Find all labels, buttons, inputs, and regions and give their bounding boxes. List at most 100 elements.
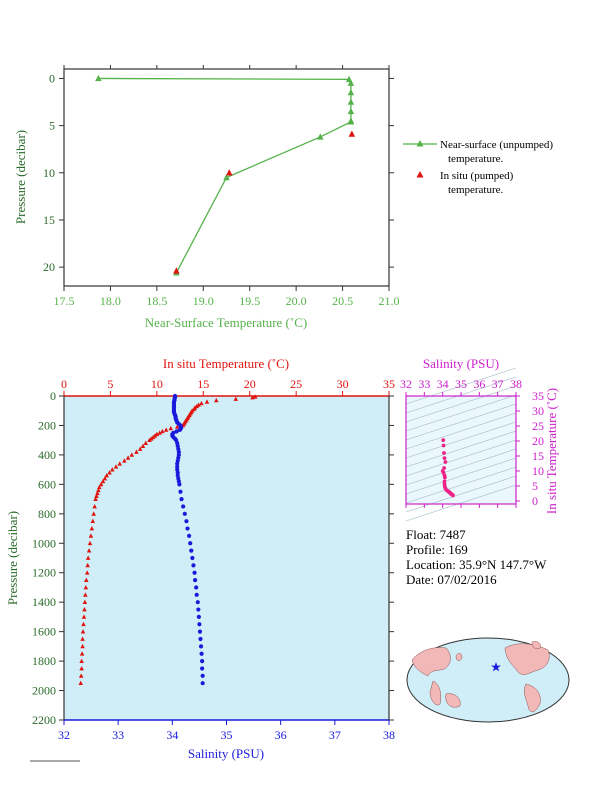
ts-series — [440, 438, 455, 498]
temperature-point — [250, 394, 255, 400]
temperature-point — [98, 481, 104, 487]
pressure-tick-label: 1400 — [32, 595, 56, 609]
ts-point — [441, 438, 446, 442]
top-xtick-label: 20.0 — [286, 294, 307, 308]
density-contour — [405, 475, 517, 513]
ts-point — [442, 466, 447, 470]
ts-ytick-label: 10 — [532, 464, 544, 478]
float-location-marker-icon — [491, 662, 501, 672]
top-ytick-label: 10 — [43, 166, 55, 180]
salinity-tick-label: 38 — [383, 728, 395, 742]
density-contour — [405, 484, 517, 522]
profile-axis-ticks: 0 5 10 15 20 25 30 35 32 33 34 35 36 37 38 0 200 400 600 80… — [32, 377, 395, 742]
salinity-point — [194, 585, 199, 590]
near-surface-point — [347, 79, 355, 86]
temperature-point — [168, 425, 174, 431]
near-surface-point — [223, 173, 230, 181]
top-xtick-label: 17.5 — [54, 294, 75, 308]
ts-point — [442, 451, 446, 455]
temperature-point — [125, 455, 131, 460]
top-xtick-label: 20.5 — [332, 294, 353, 308]
density-contour — [405, 457, 517, 495]
info-date: Date: 07/02/2016 — [406, 572, 497, 587]
legend-in-situ-label-2: temperature. — [448, 184, 504, 196]
temperature-point — [199, 400, 204, 406]
in-situ-point — [348, 130, 356, 137]
temperature-point — [83, 592, 88, 597]
temperature-point — [82, 599, 88, 605]
temp-tick-label: 0 — [61, 377, 67, 391]
legend-near-surface-marker — [416, 140, 424, 147]
pressure-tick-label: 600 — [38, 477, 56, 491]
salinity-point — [175, 461, 180, 466]
pressure-tick-label: 800 — [38, 507, 56, 521]
density-contour — [405, 403, 517, 441]
temperature-point — [204, 399, 210, 404]
near-surface-point — [317, 133, 324, 140]
near-surface-point — [347, 107, 355, 115]
salinity-tick-label: 35 — [221, 728, 233, 742]
info-float: Float: 7487 — [406, 527, 466, 542]
salinity-point — [176, 449, 181, 455]
salinity-point — [195, 600, 200, 605]
temperature-point — [84, 570, 90, 575]
salinity-point — [188, 541, 193, 546]
temperature-point — [78, 680, 83, 686]
temperature-point — [157, 430, 162, 435]
temperature-point — [253, 394, 258, 399]
temperature-point — [79, 651, 85, 656]
salinity-point — [197, 629, 203, 634]
temperature-point — [100, 478, 106, 484]
density-contour — [405, 394, 517, 432]
pressure-tick-label: 200 — [38, 418, 56, 432]
temperature-point — [82, 607, 87, 612]
ts-ytick-label: 5 — [532, 479, 538, 493]
temperature-point — [80, 636, 85, 641]
top-axis-ticks: 17.5 18.0 18.5 19.0 19.5 20.0 20.5 21.0 0 5 10 15 20 — [43, 65, 400, 308]
pressure-tick-label: 1000 — [32, 536, 56, 550]
ts-ytick-label: 25 — [532, 419, 544, 433]
pressure-axis-label: Pressure (decibar) — [5, 511, 20, 605]
density-contour — [405, 466, 517, 504]
temperature-point — [140, 443, 146, 448]
salinity-point — [177, 482, 182, 487]
temperature-point — [84, 577, 89, 582]
temperature-point — [214, 397, 219, 403]
temp-tick-label: 35 — [383, 377, 395, 391]
temperature-point — [88, 533, 94, 538]
density-contour — [405, 448, 517, 486]
temperature-point — [90, 518, 96, 524]
salinity-point — [189, 548, 194, 553]
pressure-tick-label: 1800 — [32, 654, 56, 668]
near-surface-point — [347, 118, 355, 125]
salinity-point — [200, 673, 205, 678]
salinity-point — [198, 644, 204, 649]
density-contour — [405, 430, 517, 468]
density-contour — [405, 367, 517, 405]
ts-xtick-label: 35 — [455, 377, 467, 391]
top-xtick-label: 21.0 — [379, 294, 400, 308]
salinity-point — [192, 570, 197, 575]
temperature-point — [96, 487, 101, 493]
salinity-point — [200, 658, 205, 664]
profile-series — [78, 393, 258, 686]
footer-credit — [30, 760, 80, 762]
top-ylabel: Pressure (decibar) — [13, 130, 28, 224]
temperature-point — [143, 440, 148, 446]
in-situ-point — [173, 267, 180, 274]
temperature-point — [137, 446, 143, 451]
temperature-point — [94, 493, 99, 499]
salinity-point — [181, 504, 186, 509]
temperature-point — [134, 449, 139, 454]
temperature-point — [79, 658, 84, 663]
salinity-point — [200, 666, 205, 671]
temperature-point — [113, 464, 119, 469]
near-surface-point — [347, 98, 355, 105]
temp-tick-label: 10 — [151, 377, 163, 391]
ts-ytick-label: 35 — [532, 389, 544, 403]
salinity-point — [175, 470, 180, 475]
density-contour — [405, 421, 517, 459]
info-profile: Profile: 169 — [406, 542, 468, 557]
ts-ylabel: In situ Temperature (˚C) — [544, 388, 559, 514]
